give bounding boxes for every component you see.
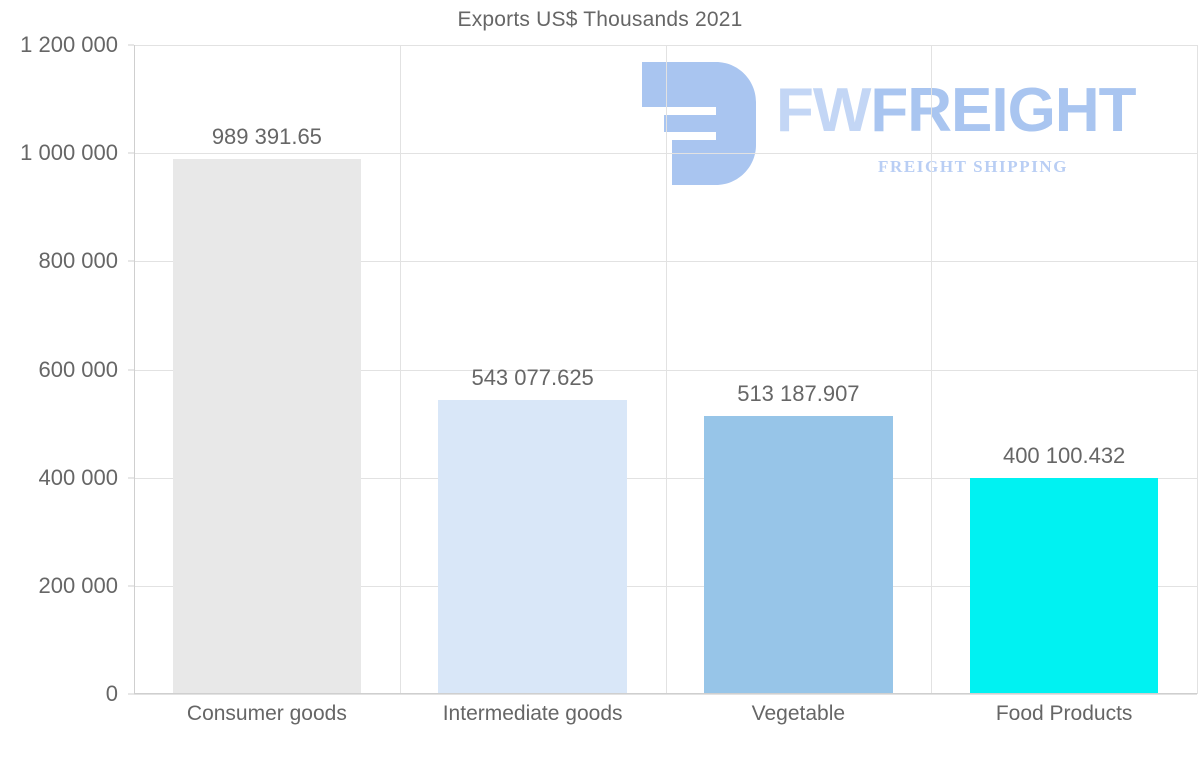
- y-axis-tick-label: 1 000 000: [20, 140, 118, 166]
- bar-value-label: 989 391.65: [211, 123, 322, 149]
- bar[interactable]: [172, 158, 362, 694]
- gridline-vertical: [1197, 45, 1198, 694]
- y-axis-tick-label: 800 000: [38, 248, 118, 274]
- y-axis-tick-mark: [128, 477, 134, 479]
- y-axis-tick-label: 400 000: [38, 464, 118, 490]
- gridline-horizontal: [134, 45, 1197, 46]
- y-axis-tick-mark: [128, 152, 134, 154]
- bar[interactable]: [969, 477, 1159, 694]
- y-axis-tick-label: 1 200 000: [20, 32, 118, 57]
- gridline-horizontal: [134, 694, 1197, 695]
- y-axis-line: [134, 45, 135, 694]
- y-axis-tick-label: 600 000: [38, 356, 118, 382]
- y-axis-tick-mark: [128, 585, 134, 587]
- plot-area: 989 391.65 543 077.625 513 187.907 400 100.…: [134, 45, 1198, 695]
- y-axis-tick-mark: [128, 44, 134, 46]
- gridline-vertical: [400, 45, 401, 694]
- bar-slot: 543 077.625: [400, 45, 666, 694]
- bar[interactable]: [704, 416, 893, 694]
- gridline-vertical: [666, 45, 667, 694]
- gridline-horizontal: [134, 261, 1197, 263]
- bar-slot: 513 187.907: [666, 45, 932, 694]
- y-axis-tick-mark: [128, 693, 134, 695]
- bar-value-label: 400 100.432: [1002, 442, 1126, 468]
- x-axis-line: [134, 693, 1197, 694]
- bar[interactable]: [438, 400, 627, 694]
- chart-title: Exports US$ Thousands 2021: [457, 8, 743, 31]
- y-axis-tick-label: 200 000: [38, 572, 118, 598]
- bar-slot: 989 391.65: [134, 45, 400, 694]
- y-axis-tick-mark: [128, 369, 134, 370]
- gridline-horizontal: [134, 369, 1197, 371]
- bar-slot: 400 100.432: [931, 45, 1197, 694]
- gridline-vertical: [931, 45, 932, 694]
- x-axis-tick-label: Intermediate goods: [442, 702, 623, 725]
- bar-value-label: 513 187.907: [737, 381, 860, 407]
- y-axis-tick-mark: [128, 260, 134, 262]
- gridline-horizontal: [134, 585, 1197, 587]
- x-axis-tick-label: Consumer goods: [186, 702, 347, 725]
- gridline-horizontal: [134, 477, 1197, 479]
- gridline-horizontal: [134, 153, 1197, 155]
- x-axis-tick-label: Food Products: [995, 702, 1133, 725]
- y-axis-tick-label: 0: [105, 681, 118, 706]
- bar-value-label: 543 077.625: [471, 365, 594, 391]
- x-axis-tick-label: Vegetable: [751, 702, 846, 725]
